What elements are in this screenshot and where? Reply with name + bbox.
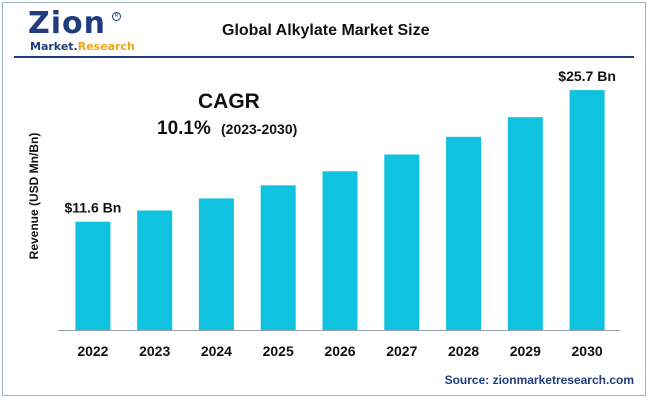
source-credit: Source: zionmarketresearch.com (444, 373, 634, 387)
x-tick-label-2030: 2030 (572, 343, 603, 359)
x-tick-label-2024: 2024 (201, 343, 232, 359)
x-tick-label-2026: 2026 (324, 343, 355, 359)
logo-wordmark: Zion (28, 6, 107, 41)
x-tick-label-2027: 2027 (386, 343, 417, 359)
data-label-2030: $25.7 Bn (558, 68, 616, 84)
bar-2030 (569, 90, 605, 330)
registered-mark-icon: R (112, 12, 121, 21)
cagr-value: 10.1% (157, 118, 211, 139)
bar-2025 (260, 185, 296, 330)
bar-2029 (507, 117, 543, 330)
logo-subtitle: Market.Research (30, 41, 135, 53)
x-tick-label-2023: 2023 (139, 343, 170, 359)
bar-2024 (198, 198, 234, 330)
logo-sub-research: Research (77, 40, 135, 53)
chart-frame (2, 2, 646, 396)
bar-2023 (137, 210, 173, 330)
cagr-period: (2023-2030) (221, 121, 298, 137)
logo-sub-market: Market. (30, 40, 78, 53)
cagr-label: CAGR (198, 90, 260, 113)
data-label-2022: $11.6 Bn (64, 200, 121, 216)
x-tick-label-2025: 2025 (263, 343, 294, 359)
zion-logo: Zion R Market.Research (28, 8, 140, 58)
chart-title: Global Alkylate Market Size (222, 22, 430, 39)
bar-2027 (384, 154, 420, 330)
bar-2028 (446, 136, 482, 330)
bar-2026 (322, 171, 358, 330)
x-tick-label-2022: 2022 (77, 343, 108, 359)
x-tick-label-2029: 2029 (510, 343, 541, 359)
bar-2022 (75, 221, 111, 330)
x-tick-label-2028: 2028 (448, 343, 479, 359)
header-divider (14, 56, 634, 58)
